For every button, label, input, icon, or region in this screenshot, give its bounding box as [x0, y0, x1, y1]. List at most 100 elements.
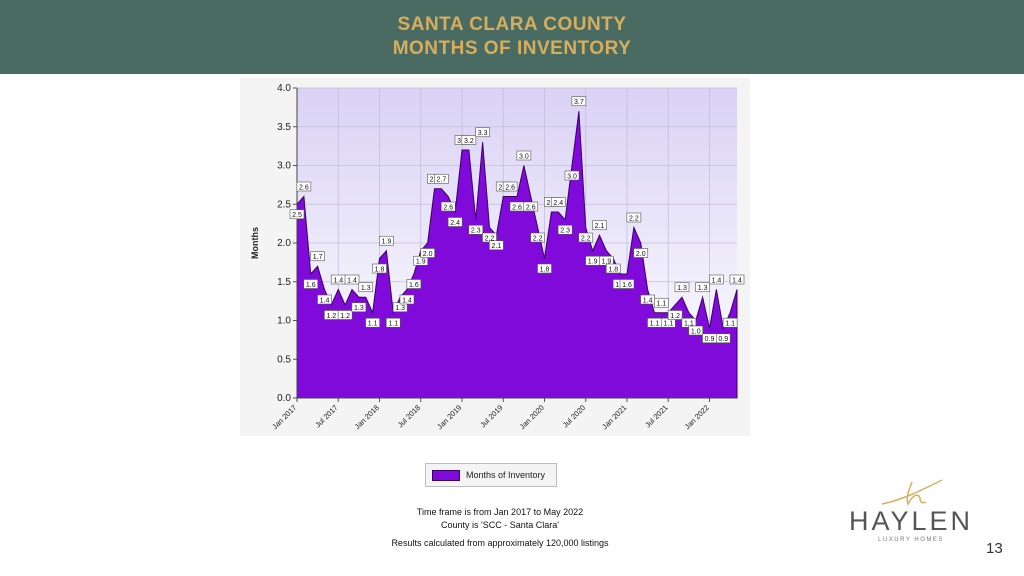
data-label: 3.0 [519, 153, 529, 160]
data-label: 1.4 [402, 297, 412, 304]
data-label-box [502, 181, 518, 192]
data-label-box [592, 220, 607, 231]
data-label-box [523, 201, 539, 212]
data-label-box [564, 170, 580, 181]
data-label: 3.7 [574, 99, 584, 106]
data-label: 2.6 [505, 184, 515, 191]
y-tick-label: 3.5 [277, 122, 291, 133]
data-label: 1.9 [416, 259, 426, 266]
data-label: 1.3 [361, 285, 371, 292]
data-label: 0.9 [718, 336, 728, 343]
data-label: 2.2 [581, 235, 591, 242]
data-label-box [337, 310, 353, 320]
data-label: 1.6 [622, 282, 632, 289]
data-label: 3.0 [567, 173, 577, 180]
data-label: 1.4 [643, 297, 653, 304]
data-label: 1.3 [354, 305, 364, 312]
data-label: 1.9 [588, 259, 598, 266]
legend-label: Months of Inventory [466, 470, 546, 480]
data-label: 2.3 [560, 228, 570, 235]
data-label: 1.1 [388, 321, 398, 328]
brand-logo-icon [881, 479, 943, 506]
data-label-box [688, 325, 704, 336]
data-label-box [440, 201, 456, 212]
data-label-box [550, 197, 566, 207]
legend-swatch [432, 469, 460, 481]
data-label-box [530, 232, 545, 243]
data-label-box [516, 150, 532, 161]
data-label: 2.4 [553, 200, 563, 207]
data-label-box [729, 274, 745, 285]
data-label-box [296, 181, 312, 192]
data-label: 1.0 [691, 328, 701, 335]
data-label: 1.2 [327, 313, 337, 320]
data-label-box [310, 251, 325, 262]
data-label: 2.6 [526, 204, 536, 211]
data-label-box [537, 263, 552, 274]
chart-legend: Months of Inventory [425, 463, 557, 487]
data-label: 3.3 [478, 130, 488, 137]
data-label: 2.3 [471, 228, 481, 235]
info-timeframe: Time frame is from Jan 2017 to May 2022 [416, 507, 584, 517]
data-label: 1.3 [395, 305, 405, 312]
data-label: 1.9 [602, 259, 612, 266]
data-label: 1.1 [657, 301, 667, 308]
data-label: 2.0 [636, 251, 646, 258]
y-tick-label: 4.0 [277, 83, 291, 94]
data-label: 2.6 [512, 204, 522, 211]
data-label-box [358, 282, 374, 293]
data-label-box [365, 317, 380, 328]
y-tick-label: 2.5 [277, 199, 291, 210]
data-label: 1.3 [677, 285, 687, 292]
data-label: 1.3 [698, 285, 708, 292]
data-label: 1.6 [306, 282, 316, 289]
y-tick-label: 3.0 [277, 161, 291, 172]
data-label-box [722, 317, 738, 328]
data-label-box [654, 297, 669, 308]
data-label: 1.1 [684, 321, 694, 328]
data-label-box [420, 248, 435, 258]
slide-title-line1: SANTA CLARA COUNTY [397, 14, 627, 35]
data-label-box [695, 282, 710, 293]
data-label-box [434, 173, 449, 184]
data-label-box [489, 240, 504, 251]
data-label-box [667, 310, 683, 320]
data-label-box [626, 212, 642, 223]
data-label-box [461, 135, 477, 145]
data-label: 2.1 [492, 243, 502, 250]
data-label: 1.9 [382, 239, 392, 246]
data-label: 1.4 [712, 277, 722, 284]
data-label-box [317, 294, 332, 305]
data-label: 1.4 [320, 297, 330, 304]
data-label-box [578, 232, 594, 243]
brand-tagline: LUXURY HOMES [878, 537, 944, 543]
y-tick-label: 0.0 [277, 393, 291, 404]
data-label: 2.2 [485, 235, 495, 242]
data-label-box [715, 333, 731, 344]
data-label: 1.8 [540, 266, 550, 273]
data-label-box [709, 274, 724, 285]
data-label: 1.4 [347, 277, 357, 284]
data-label: 2.5 [292, 212, 302, 219]
data-label-box [619, 279, 635, 289]
info-county: County is 'SCC - Santa Clara' [441, 520, 559, 530]
data-label-box [557, 224, 573, 235]
data-label: 2.0 [423, 251, 433, 258]
data-label-box [303, 279, 319, 289]
data-label-box [571, 96, 587, 107]
data-label: 1.1 [663, 321, 673, 328]
data-label: 2.6 [299, 184, 309, 191]
data-label: 1.7 [313, 254, 323, 261]
data-label: 1.2 [670, 313, 680, 320]
data-label: 2.2 [629, 215, 639, 222]
data-label-box [289, 209, 305, 220]
data-label-box [351, 302, 367, 313]
data-label: 2.7 [437, 177, 447, 184]
data-label: 2.6 [443, 204, 453, 211]
data-label-box [447, 217, 463, 227]
brand-name: HAYLEN [848, 506, 974, 536]
y-tick-label: 0.5 [277, 354, 291, 365]
data-label: 1.1 [650, 321, 660, 328]
data-label-box [399, 294, 415, 305]
data-label: 0.9 [705, 336, 715, 343]
